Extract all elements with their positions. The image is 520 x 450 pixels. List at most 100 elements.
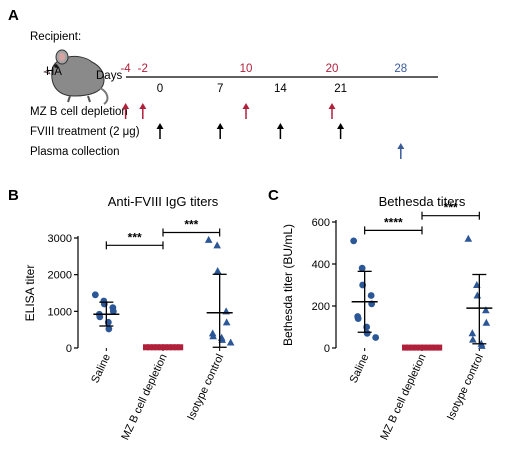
event-arrow (276, 123, 284, 139)
data-point (424, 344, 431, 351)
data-point (482, 306, 490, 314)
data-point (464, 234, 473, 242)
data-point (350, 237, 358, 245)
significance-bracket: **** (364, 215, 423, 235)
day-label-above: -2 (138, 63, 148, 75)
data-point (150, 344, 157, 351)
event-arrow (328, 103, 336, 119)
y-axis-label: Bethesda titer (BU/mL) (281, 224, 295, 346)
row-label: Plasma collection (30, 146, 119, 158)
data-point (91, 291, 99, 299)
data-point (226, 338, 235, 346)
day-label-above: 20 (326, 63, 339, 75)
x-category-label: Isotype control (445, 352, 486, 422)
data-point (354, 315, 362, 322)
event-arrow (156, 123, 164, 139)
data-point (109, 307, 117, 315)
data-point (213, 241, 221, 249)
data-point (421, 344, 427, 351)
y-tick-label: 600 (312, 217, 330, 229)
error-bar (212, 273, 227, 348)
y-tick-label: 200 (312, 301, 330, 313)
data-point (358, 264, 366, 272)
significance-label: *** (444, 201, 458, 215)
day-label-below: 14 (274, 83, 287, 95)
row-label: FVIII treatment (2 μg) (30, 126, 140, 138)
significance-bracket: *** (162, 218, 221, 237)
data-point (428, 344, 435, 351)
day-label-below: 7 (217, 83, 223, 95)
chart-bethesda: Bethesda titers 0 200 400 600 Bethesda titer … (281, 194, 493, 442)
y-tick-label: 3000 (48, 233, 72, 245)
data-point (162, 344, 168, 351)
data-point (469, 335, 477, 343)
data-point (208, 329, 217, 337)
chart-title: Anti-FVIII IgG titers (108, 194, 219, 209)
day-label-above: 28 (394, 63, 407, 75)
panel-letter-c: C (268, 187, 279, 204)
significance-bracket: *** (105, 230, 164, 250)
x-category-label: MZ B cell depletion (378, 352, 428, 442)
data-point (146, 344, 153, 351)
data-point (473, 291, 482, 299)
data-point (482, 318, 491, 326)
event-arrow (122, 103, 130, 119)
mouse-label: HA (46, 66, 62, 78)
x-category-label: Isotype control (185, 352, 226, 422)
y-tick-label: 0 (324, 343, 330, 355)
mouse-icon (43, 49, 109, 105)
data-point (204, 235, 213, 243)
day-label-below: 0 (157, 83, 163, 95)
event-arrow (337, 123, 345, 139)
error-bar (472, 273, 487, 345)
day-label-above: -4 (120, 63, 131, 75)
data-point (177, 344, 184, 351)
data-point (165, 344, 172, 351)
data-point (173, 344, 180, 351)
significance-bracket: *** (421, 201, 480, 220)
event-arrow (397, 143, 405, 159)
days-label: Days (96, 70, 122, 82)
data-point (222, 318, 231, 326)
data-point (413, 344, 420, 351)
chart-title: Bethesda titers (379, 194, 466, 209)
y-tick-label: 0 (66, 343, 72, 355)
data-point (363, 329, 371, 337)
panel-a: A Recipient: HA Days -4 -2 10 20 28 0 7 14 21 M… (8, 7, 438, 159)
data-point (372, 334, 380, 341)
x-category-label: Saline (348, 352, 372, 385)
event-arrow (242, 103, 250, 119)
recipient-label: Recipient: (30, 31, 81, 43)
data-point (405, 344, 412, 351)
significance-label: *** (184, 218, 198, 232)
data-point (105, 325, 113, 333)
data-point (417, 344, 424, 351)
data-point (154, 344, 161, 351)
data-point (367, 292, 375, 299)
panel-letter-a: A (8, 7, 19, 24)
data-point (402, 344, 408, 351)
row-label: MZ B cell depletion (30, 106, 128, 118)
y-tick-label: 1000 (48, 306, 72, 318)
data-point (409, 344, 416, 351)
y-axis-label: ELISA titer (23, 265, 37, 322)
data-point (213, 267, 222, 274)
data-point (436, 344, 443, 351)
data-point (209, 332, 217, 340)
significance-label: *** (128, 230, 142, 244)
data-point (468, 329, 477, 337)
day-label-above: 10 (240, 63, 253, 75)
x-category-label: MZ B cell depletion (119, 352, 169, 442)
panel-letter-b: B (8, 187, 19, 204)
y-tick-label: 400 (312, 259, 330, 271)
data-point (96, 313, 104, 321)
data-point (169, 344, 176, 351)
chart-anti-fviii: Anti-FVIII IgG titers 0 1000 2000 3000 ELISA … (23, 194, 235, 442)
x-category-label: Saline (89, 352, 113, 385)
y-tick-label: 2000 (48, 270, 72, 282)
event-arrow (216, 123, 224, 139)
data-point (158, 344, 165, 351)
day-label-below: 21 (334, 83, 347, 95)
significance-label: **** (384, 215, 403, 229)
